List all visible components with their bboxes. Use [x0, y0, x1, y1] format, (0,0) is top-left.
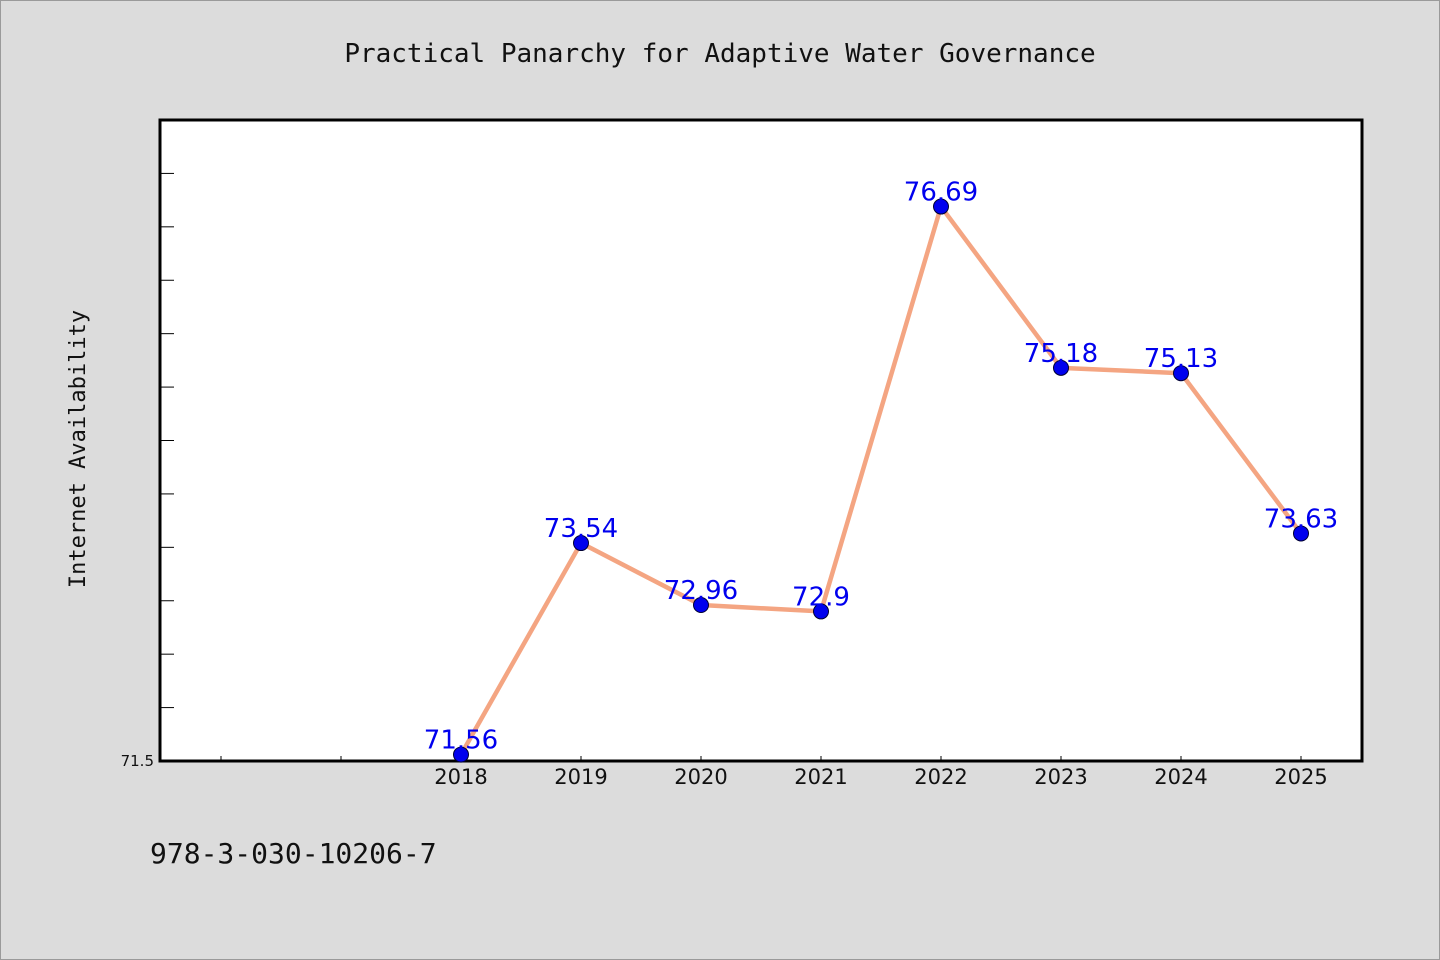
y-axis-ticks: 71.5 — [121, 172, 174, 770]
data-label: 76.69 — [904, 178, 978, 208]
x-tick-label: 2021 — [794, 765, 847, 789]
series-group: 71.56 73.54 72.96 72.9 76.69 75.18 75.13 73.63 — [424, 178, 1338, 763]
plot-area — [158, 118, 1364, 763]
data-label: 72.96 — [664, 576, 738, 606]
x-tick-label: 2024 — [1154, 765, 1207, 789]
series-line — [459, 204, 1303, 756]
data-label: 75.13 — [1144, 344, 1218, 374]
x-tick-label: 2022 — [914, 765, 967, 789]
data-label: 71.56 — [424, 726, 498, 756]
x-tick-label: 2023 — [1034, 765, 1087, 789]
data-point — [1293, 525, 1309, 542]
y-axis-label: Internet Availability — [66, 310, 91, 588]
x-axis-ticks: 2018 2019 2020 2021 2022 2023 2024 2025 — [220, 756, 1328, 789]
data-label: 72.9 — [792, 582, 850, 612]
data-point — [933, 198, 949, 215]
data-point — [813, 603, 829, 620]
data-label: 75.18 — [1024, 339, 1098, 369]
chart-title: Practical Panarchy for Adaptive Water Go… — [344, 39, 1095, 69]
data-point — [1173, 365, 1189, 382]
data-point — [693, 597, 709, 614]
x-tick-label: 2018 — [434, 765, 487, 789]
x-tick-label: 2019 — [554, 765, 607, 789]
x-tick-label: 2025 — [1274, 765, 1327, 789]
x-tick-label: 2020 — [674, 765, 727, 789]
footnote-isbn: 978-3-030-10206-7 — [150, 837, 437, 870]
data-label: 73.63 — [1264, 504, 1338, 534]
y-tick-label: 71.5 — [121, 752, 154, 770]
data-point — [573, 535, 589, 552]
data-label: 73.54 — [544, 514, 618, 544]
data-point — [1053, 359, 1069, 376]
data-point — [453, 746, 469, 763]
